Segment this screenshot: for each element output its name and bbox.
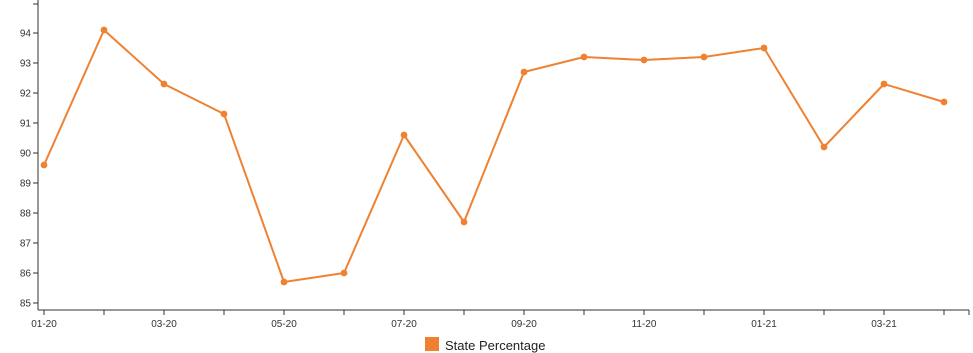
legend-swatch-state-percentage <box>425 337 439 351</box>
legend-label-state-percentage: State Percentage <box>445 338 545 353</box>
y-tick-label: 91 <box>20 119 32 130</box>
x-tick-label: 01-20 <box>31 319 57 330</box>
y-tick-label: 85 <box>20 299 32 310</box>
y-tick-label: 89 <box>20 179 32 190</box>
data-point <box>640 56 648 64</box>
data-point <box>880 80 888 88</box>
y-tick-label: 88 <box>20 209 32 220</box>
x-tick-label: 09-20 <box>511 319 537 330</box>
x-tick-label: 01-21 <box>751 319 777 330</box>
data-point <box>100 26 108 34</box>
y-tick-label: 86 <box>20 269 32 280</box>
chart-legend: State Percentage <box>425 337 545 353</box>
data-point <box>520 68 528 76</box>
data-point <box>460 218 468 226</box>
data-point <box>220 110 228 118</box>
data-point <box>760 44 768 52</box>
data-point <box>340 269 348 277</box>
data-point <box>580 53 588 61</box>
series-line-state-percentage <box>43 29 945 283</box>
chart-series <box>40 26 948 286</box>
x-tick-label: 03-21 <box>871 319 897 330</box>
data-point <box>280 278 288 286</box>
y-tick-label: 93 <box>20 59 32 70</box>
y-tick-label: 94 <box>20 29 32 40</box>
data-point <box>400 131 408 139</box>
x-tick-label: 07-20 <box>391 319 417 330</box>
data-point <box>700 53 708 61</box>
x-tick-label: 11-20 <box>632 319 657 330</box>
chart-axes: 85 86 87 88 89 90 91 92 93 94 01-20 03-20 05-20 07-20… <box>20 0 970 330</box>
x-tick-label: 03-20 <box>151 319 177 330</box>
y-tick-label: 90 <box>20 149 32 160</box>
data-point <box>820 143 828 151</box>
data-point <box>40 161 48 169</box>
data-point <box>940 98 948 106</box>
x-tick-label: 05-20 <box>271 319 297 330</box>
y-tick-label: 87 <box>20 239 32 250</box>
y-tick-label: 92 <box>20 89 32 100</box>
data-point <box>160 80 168 88</box>
